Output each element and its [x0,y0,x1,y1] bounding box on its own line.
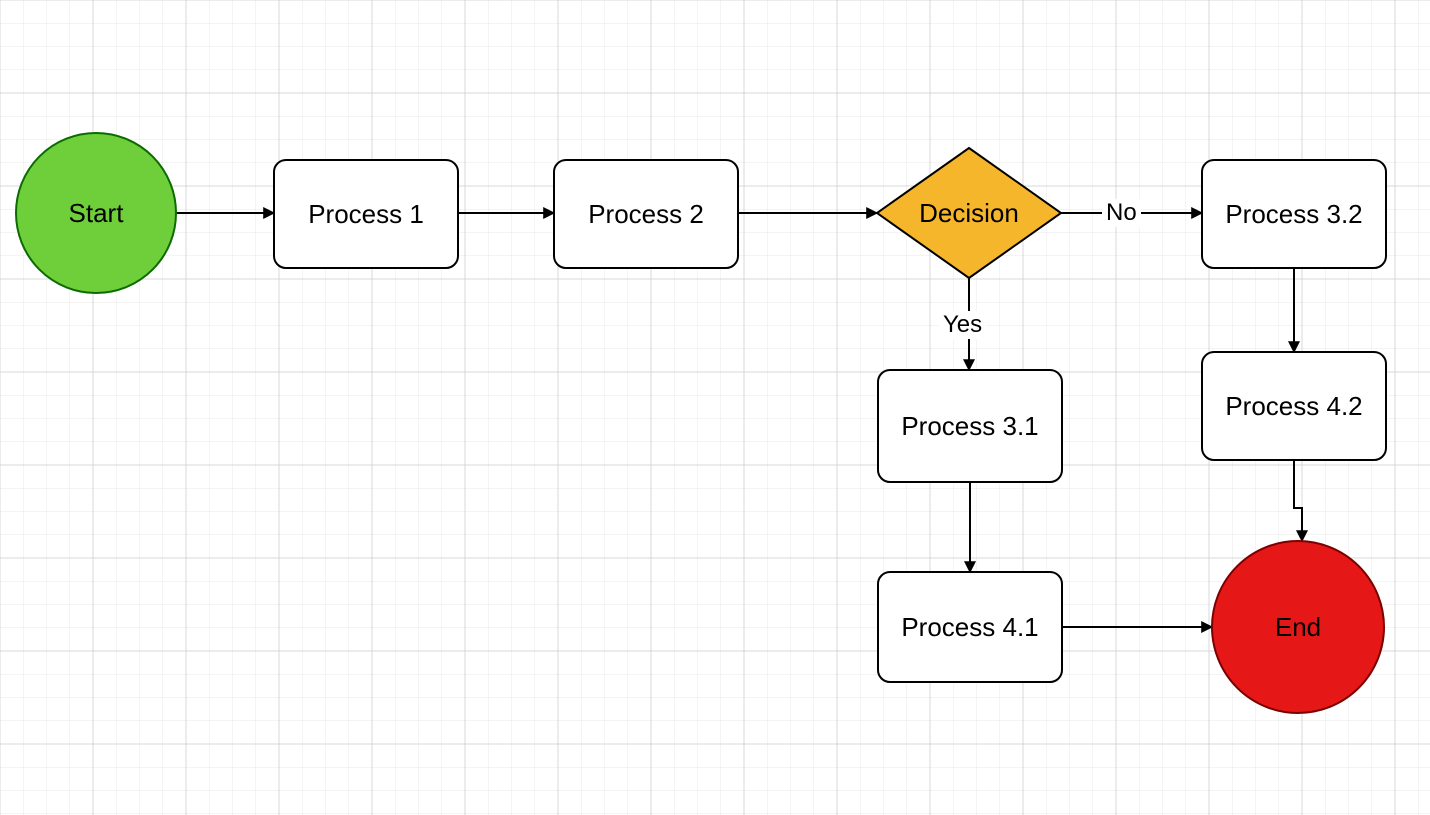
node-p42[interactable] [1202,352,1386,460]
node-p31[interactable] [878,370,1062,482]
flowchart-svg [0,0,1430,815]
node-p41[interactable] [878,572,1062,682]
node-end[interactable] [1212,541,1384,713]
node-p2[interactable] [554,160,738,268]
flowchart-canvas: StartProcess 1Process 2DecisionProcess 3… [0,0,1430,815]
node-p32[interactable] [1202,160,1386,268]
node-p1[interactable] [274,160,458,268]
node-start[interactable] [16,133,176,293]
